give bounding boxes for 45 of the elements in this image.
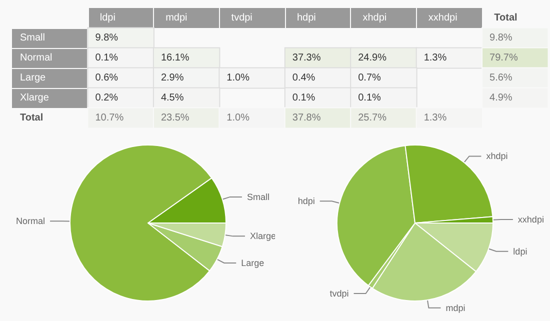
x-tick-label: xxhdpi	[428, 12, 458, 24]
data-label: 1.3%	[424, 52, 447, 64]
x-tick-label: tvdpi	[231, 12, 252, 24]
data-label: 16.1%	[160, 52, 190, 64]
data-label: 9.8%	[95, 32, 118, 44]
data-label: 0.4%	[292, 72, 316, 84]
data-label: 4.9%	[490, 92, 512, 104]
y-tick-label: Total	[20, 112, 44, 124]
data-label: 24.9%	[358, 52, 387, 64]
slice-label: xxhdpi	[518, 214, 544, 224]
data-label: 23.5%	[160, 112, 190, 124]
data-label: 1.0%	[226, 72, 250, 84]
data-label: 0.1%	[358, 92, 382, 104]
data-label: 2.9%	[160, 72, 184, 84]
data-label: 0.2%	[95, 92, 118, 104]
slice-label: xhdpi	[486, 151, 508, 162]
data-label: 37.3%	[292, 52, 321, 64]
data-label: 1.3%	[424, 112, 447, 124]
slice-label: tvdpi	[330, 288, 349, 299]
data-label: 4.5%	[160, 92, 184, 104]
x-tick-label: xhdpi	[362, 12, 387, 24]
y-tick-label: Large	[20, 72, 46, 84]
y-tick-label: Xlarge	[20, 92, 50, 104]
data-label: 9.8%	[490, 32, 512, 44]
data-label: 79.7%	[490, 52, 518, 64]
slice-label: Large	[241, 258, 264, 268]
x-tick-label: hdpi	[297, 12, 316, 24]
slice-label: mdpi	[446, 302, 466, 313]
x-tick-label: ldpi	[100, 12, 116, 24]
x-tick-label: mdpi	[166, 12, 188, 24]
slice-label: ldpi	[513, 246, 528, 256]
data-label: 25.7%	[358, 112, 387, 124]
data-label: 0.6%	[95, 72, 118, 84]
data-label: 0.1%	[95, 52, 118, 64]
data-label: 37.8%	[292, 112, 321, 124]
y-tick-label: Small	[20, 32, 46, 44]
data-label: 0.1%	[292, 92, 316, 104]
data-label: 10.7%	[95, 112, 124, 124]
data-label: 0.7%	[358, 72, 382, 84]
y-tick-label: Normal	[20, 52, 52, 64]
x-tick-label: Total	[494, 12, 518, 24]
slice-label: hdpi	[298, 196, 315, 206]
data-label: 1.0%	[226, 112, 250, 124]
data-label: 5.6%	[490, 72, 512, 84]
slice-label: Small	[246, 192, 270, 202]
